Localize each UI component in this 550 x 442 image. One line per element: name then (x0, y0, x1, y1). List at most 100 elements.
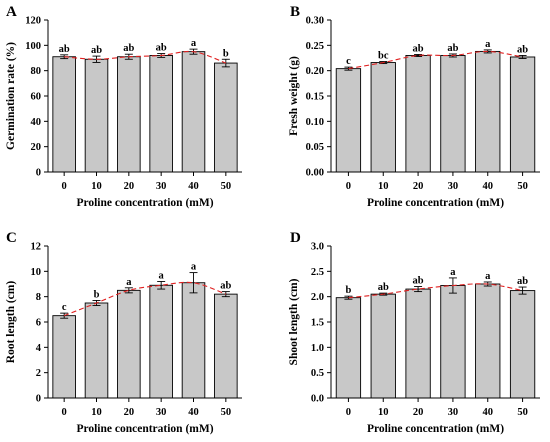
significance-letter: a (485, 271, 491, 282)
x-tick-label: 30 (156, 407, 167, 418)
significance-letter: a (485, 39, 491, 50)
y-tick-label: 60 (31, 92, 42, 103)
x-tick-label: 30 (156, 181, 167, 192)
bar-0 (52, 56, 76, 173)
y-tick-label: 0.00 (306, 168, 324, 179)
panel-letter: D (290, 230, 301, 246)
x-tick-label: 0 (346, 181, 351, 192)
significance-letter: a (450, 267, 456, 278)
significance-letter: ab (517, 44, 528, 55)
bar-20 (117, 56, 141, 173)
bar-0 (335, 297, 362, 399)
panel-c: Cc b a a a ab 0 2 4 6 8 10 12 0 10 20 30 40 50 Proline conc… (5, 230, 242, 435)
y-tick-label: 2.5 (311, 267, 324, 278)
x-tick-label: 40 (483, 181, 494, 192)
error-bar (60, 312, 69, 319)
x-tick-label: 50 (517, 181, 528, 192)
y-tick-label: 0.20 (306, 66, 324, 77)
significance-letter: a (159, 270, 165, 281)
x-tick-label: 10 (91, 407, 102, 418)
y-tick-label: 40 (31, 117, 42, 128)
trend-line (63, 281, 227, 317)
bar-10 (370, 62, 396, 173)
significance-letter: b (223, 48, 229, 59)
significance-letter: ab (413, 276, 424, 287)
bar-10 (370, 293, 396, 399)
error-bar (518, 286, 527, 295)
y-axis-title: Germination rate (%) (5, 42, 17, 150)
significance-letter: ab (156, 43, 167, 54)
significance-letter: a (191, 38, 197, 49)
y-tick-label: 1.0 (311, 343, 324, 354)
y-tick-label: 120 (25, 16, 41, 27)
x-tick-label: 20 (124, 407, 135, 418)
y-tick-label: 2 (36, 368, 41, 379)
bar-20 (405, 288, 431, 399)
x-tick-label: 0 (62, 181, 67, 192)
significance-letter: ab (447, 43, 458, 54)
y-tick-label: 0 (36, 394, 41, 405)
y-tick-label: 6 (36, 318, 41, 329)
x-tick-label: 50 (221, 181, 232, 192)
panel-letter: B (290, 4, 300, 20)
bar-30 (149, 284, 173, 399)
y-axis-title: Fresh weight (g) (288, 56, 300, 136)
significance-letter: a (126, 277, 132, 288)
significance-letter: ab (220, 281, 231, 292)
x-tick-label: 20 (124, 181, 135, 192)
bar-0 (335, 68, 362, 173)
significance-letter: a (191, 262, 197, 273)
significance-letter: ab (413, 43, 424, 54)
x-tick-label: 50 (221, 407, 232, 418)
significance-letter: b (94, 289, 100, 300)
error-bar (124, 287, 133, 294)
y-tick-label: 0.10 (306, 117, 324, 128)
significance-letter: ab (517, 276, 528, 287)
bar-50 (509, 290, 536, 399)
y-tick-label: 0.30 (306, 16, 324, 27)
y-tick-label: 12 (31, 242, 42, 253)
bar-30 (440, 55, 466, 173)
trend-line (348, 50, 523, 70)
y-tick-label: 0.0 (311, 394, 324, 405)
significance-letter: c (346, 56, 351, 67)
x-axis-title: Proline concentration (mM) (76, 197, 213, 209)
error-bar (414, 286, 423, 293)
bar-30 (149, 55, 173, 173)
bar-50 (509, 56, 536, 173)
bar-40 (181, 51, 206, 173)
bar-30 (440, 285, 466, 399)
x-tick-label: 20 (413, 181, 424, 192)
x-tick-label: 40 (188, 407, 199, 418)
y-tick-label: 8 (36, 292, 41, 303)
error-bar (414, 54, 423, 57)
panel-d: Db ab ab a a ab 0.0 0.5 1.0 1.5 2.0 2.5 3.0 0 10 20 30 40… (288, 230, 540, 435)
bar-40 (475, 283, 501, 399)
bar-50 (214, 293, 238, 399)
x-tick-label: 40 (483, 407, 494, 418)
bar-0 (52, 315, 76, 399)
x-tick-label: 40 (188, 181, 199, 192)
x-tick-label: 30 (448, 407, 459, 418)
significance-letter: c (62, 302, 67, 313)
error-bar (189, 272, 198, 294)
y-tick-label: 10 (31, 267, 42, 278)
y-tick-label: 0.05 (306, 142, 324, 153)
y-tick-label: 0.5 (311, 368, 324, 379)
y-tick-label: 100 (25, 41, 41, 52)
panel-letter: A (6, 4, 17, 20)
y-tick-label: 0.15 (306, 92, 324, 103)
panel-letter: C (6, 230, 17, 246)
y-axis-title: Root length (cm) (5, 281, 17, 364)
x-tick-label: 0 (346, 407, 351, 418)
x-axis-title: Proline concentration (mM) (367, 423, 504, 435)
bar-10 (84, 302, 109, 399)
bar-50 (214, 62, 238, 173)
significance-letter: bc (378, 51, 389, 62)
y-tick-label: 0.25 (306, 41, 324, 52)
y-tick-label: 1.5 (311, 318, 324, 329)
x-axis-title: Proline concentration (mM) (76, 423, 213, 435)
bar-40 (181, 282, 206, 399)
